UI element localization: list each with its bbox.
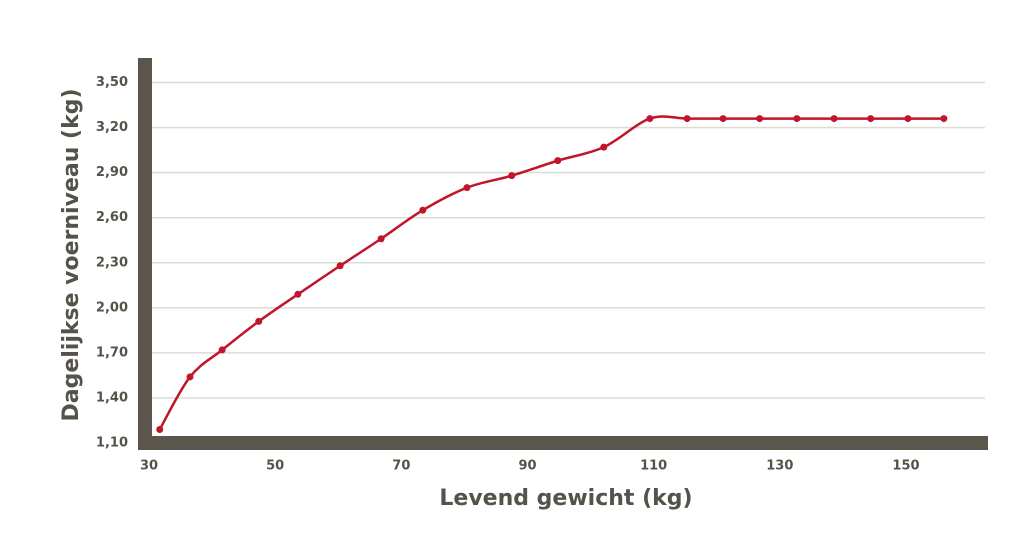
- x-tick-label: 30: [140, 459, 158, 474]
- point: [554, 157, 562, 165]
- point: [508, 172, 516, 180]
- x-tick-label: 90: [518, 459, 536, 474]
- point: [255, 317, 263, 325]
- x-tick-label: 50: [266, 459, 284, 474]
- x-axis-label: Levend gewicht (kg): [439, 486, 692, 511]
- x-axis-bar: [138, 436, 988, 450]
- point: [940, 115, 948, 123]
- y-tick-label: 2,60: [96, 210, 128, 225]
- y-tick-label: 2,30: [96, 255, 128, 270]
- line: [158, 115, 944, 431]
- y-tick-label: 2,00: [96, 300, 128, 315]
- point: [756, 115, 764, 123]
- point: [336, 262, 344, 270]
- y-tick-label: 2,90: [96, 165, 128, 180]
- point: [600, 143, 608, 151]
- point: [156, 425, 164, 433]
- point: [646, 115, 654, 123]
- point: [218, 346, 226, 354]
- y-tick-label: 3,50: [96, 75, 128, 90]
- point: [683, 115, 691, 123]
- point: [719, 115, 727, 123]
- point: [294, 290, 302, 298]
- point: [867, 115, 875, 123]
- x-tick-label: 70: [392, 459, 410, 474]
- point: [419, 206, 427, 214]
- x-tick-label: 110: [640, 459, 667, 474]
- y-tick-label: 1,40: [96, 390, 128, 405]
- y-axis-bar: [138, 58, 152, 450]
- point: [830, 115, 838, 123]
- y-tick-label: 1,10: [96, 436, 128, 451]
- point: [186, 373, 194, 381]
- x-tick-label: 150: [892, 459, 919, 474]
- point: [904, 115, 912, 123]
- y-tick-label: 3,20: [96, 120, 128, 135]
- point: [463, 184, 471, 192]
- y-axis-label: Dagelijkse voerniveau (kg): [59, 88, 84, 421]
- point: [377, 235, 385, 243]
- point: [793, 115, 801, 123]
- y-tick-label: 1,70: [96, 345, 128, 360]
- x-tick-label: 130: [766, 459, 793, 474]
